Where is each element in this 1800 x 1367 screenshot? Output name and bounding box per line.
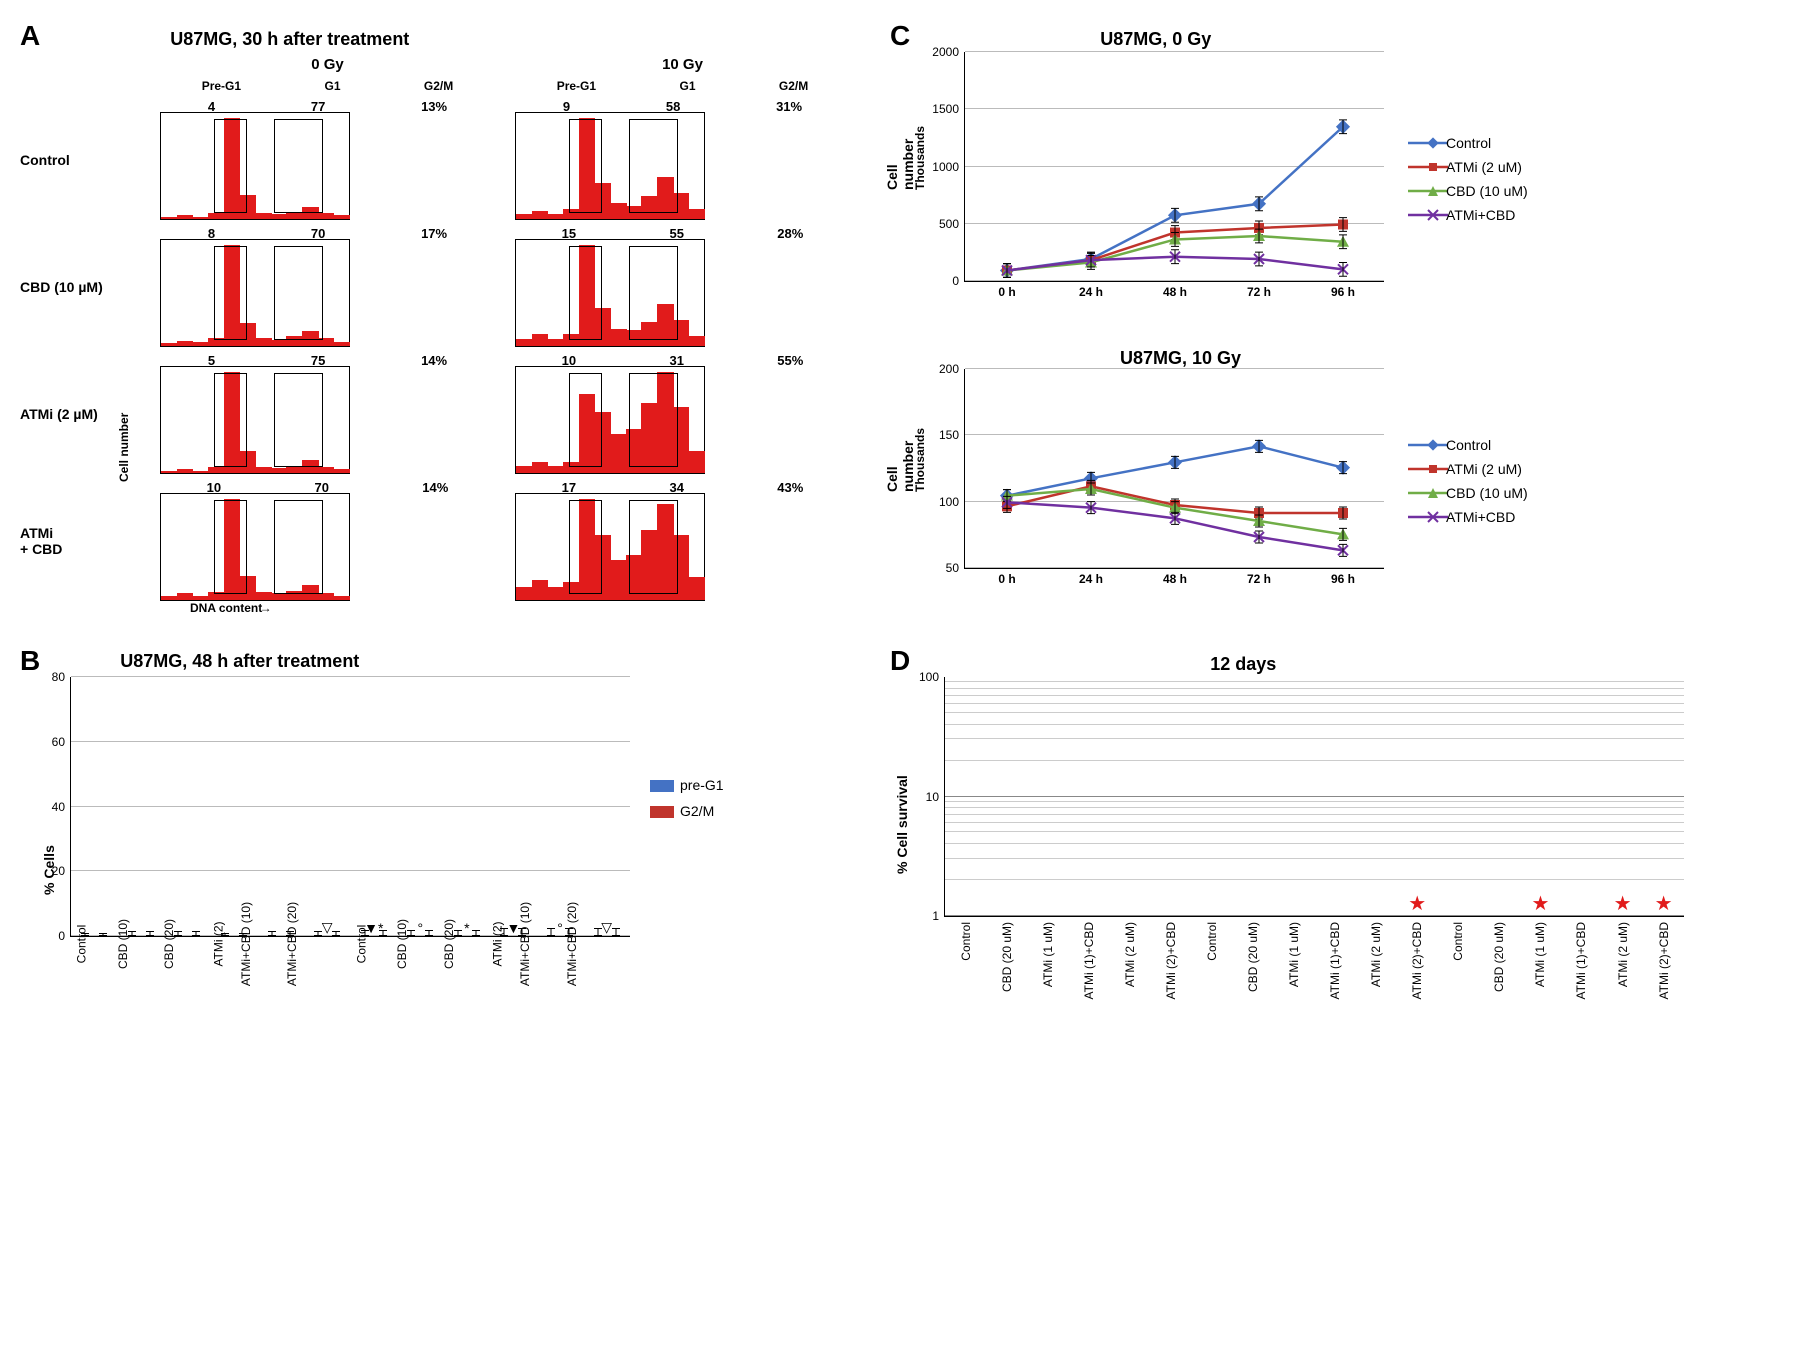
col-header: 0 Gy bbox=[160, 56, 495, 73]
legend-item: CBD (10 uM) bbox=[1408, 485, 1528, 503]
panel-c-legend-top: Control ATMi (2 uM) CBD (10 uM) ATMi+CBD bbox=[1408, 129, 1528, 230]
star-icon: ★ bbox=[1531, 891, 1549, 916]
legend-item: ATMi+CBD bbox=[1408, 207, 1528, 225]
panel-c-bottom-title: U87MG, 10 Gy bbox=[1120, 348, 1800, 369]
panel-c: C U87MG, 0 Gy Cell number Thousands 0500… bbox=[890, 20, 1800, 595]
histogram bbox=[515, 493, 705, 601]
panel-d-title: 12 days bbox=[1210, 654, 1276, 675]
legend-item: ATMi (2 uM) bbox=[1408, 159, 1528, 177]
axis-a-y: Cell number bbox=[117, 413, 131, 482]
col-header: 10 Gy bbox=[515, 56, 850, 73]
phase-labels: Pre-G1G1G2/M bbox=[160, 79, 495, 93]
legend-item: Control bbox=[1408, 135, 1528, 153]
panel-a-title: U87MG, 30 h after treatment bbox=[170, 29, 409, 50]
legend-item: ATMi+CBD bbox=[1408, 509, 1528, 527]
panel-b-legend: pre-G1 G2/M bbox=[650, 777, 724, 819]
histogram bbox=[160, 239, 350, 347]
panel-c-top-title: U87MG, 0 Gy bbox=[1100, 29, 1211, 50]
legend-pre-g1: pre-G1 bbox=[680, 777, 724, 793]
histogram bbox=[515, 366, 705, 474]
panel-letter-b: B bbox=[20, 645, 40, 677]
axis-a-x: DNA content bbox=[190, 601, 262, 615]
legend-item: CBD (10 uM) bbox=[1408, 183, 1528, 201]
panel-letter-d: D bbox=[890, 645, 910, 677]
row-label: Control bbox=[20, 99, 140, 220]
histogram bbox=[160, 112, 350, 220]
histogram bbox=[515, 239, 705, 347]
c-bot-yrot: Thousands bbox=[913, 472, 927, 492]
panel-letter-a: A bbox=[20, 20, 40, 52]
panel-c-legend-bot: Control ATMi (2 uM) CBD (10 uM) ATMi+CBD bbox=[1408, 431, 1528, 532]
histogram bbox=[515, 112, 705, 220]
star-icon: ★ bbox=[1614, 891, 1632, 916]
star-icon: ★ bbox=[1408, 891, 1426, 916]
histogram bbox=[160, 493, 350, 601]
histogram bbox=[160, 366, 350, 474]
panel-b: B U87MG, 48 h after treatment % Cells 02… bbox=[20, 645, 850, 1067]
c-top-ylabel: Cell number bbox=[884, 170, 916, 190]
panel-b-title: U87MG, 48 h after treatment bbox=[120, 651, 359, 672]
panel-a: A U87MG, 30 h after treatment 0 Gy 10 Gy P… bbox=[20, 20, 850, 615]
legend-g2m: G2/M bbox=[680, 803, 714, 819]
c-bot-ylabel: Cell number bbox=[884, 472, 916, 492]
c-top-yrot: Thousands bbox=[913, 170, 927, 190]
row-label: ATMi+ CBD bbox=[20, 480, 140, 601]
legend-item: Control bbox=[1408, 437, 1528, 455]
panel-letter-c: C bbox=[890, 20, 910, 52]
star-icon: ★ bbox=[1655, 891, 1673, 916]
row-label: CBD (10 µM) bbox=[20, 226, 140, 347]
legend-item: ATMi (2 uM) bbox=[1408, 461, 1528, 479]
phase-labels: Pre-G1G1G2/M bbox=[515, 79, 850, 93]
panel-d: D 12 days % Cell survival 110100ControlC… bbox=[890, 645, 1800, 1047]
panel-d-ylabel: % Cell survival bbox=[894, 850, 910, 874]
